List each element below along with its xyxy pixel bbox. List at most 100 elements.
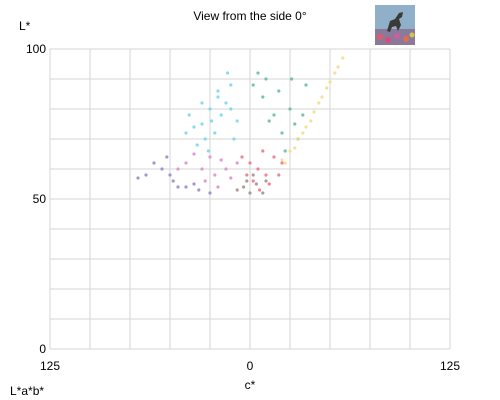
x-tick-label: 0	[247, 359, 254, 373]
data-point	[192, 125, 196, 129]
data-point	[203, 179, 207, 183]
data-point	[229, 83, 233, 87]
data-point	[224, 167, 228, 171]
data-point	[254, 182, 258, 186]
data-point	[288, 149, 292, 153]
data-point	[245, 173, 249, 177]
data-point	[261, 191, 265, 195]
data-point	[264, 179, 268, 183]
data-point	[219, 113, 223, 117]
data-point	[216, 95, 220, 99]
data-point	[203, 137, 207, 141]
data-point	[242, 185, 246, 189]
data-point	[160, 167, 164, 171]
data-point	[264, 173, 268, 177]
data-point	[256, 167, 260, 171]
data-point	[144, 173, 148, 177]
data-point	[301, 113, 305, 117]
data-point	[226, 71, 230, 75]
data-point	[248, 191, 252, 195]
data-point	[288, 107, 292, 111]
data-point	[296, 137, 300, 141]
data-point	[165, 155, 169, 159]
data-point	[168, 173, 172, 177]
data-point	[235, 188, 239, 192]
chart-title: View from the side 0°	[193, 9, 307, 23]
data-point	[328, 80, 332, 84]
x-axis-label: c*	[244, 378, 256, 392]
data-point	[325, 86, 329, 90]
data-point	[213, 173, 217, 177]
data-point	[251, 173, 255, 177]
data-point	[280, 131, 284, 135]
data-point	[219, 158, 223, 162]
data-point	[304, 83, 308, 87]
data-point	[195, 143, 199, 147]
data-point	[216, 185, 220, 189]
data-point	[336, 65, 340, 69]
data-point	[261, 149, 265, 153]
data-point	[267, 119, 271, 123]
x-tick-label: 125	[440, 359, 460, 373]
y-tick-label: 50	[33, 192, 47, 206]
data-point	[213, 131, 217, 135]
data-point	[251, 179, 255, 183]
data-point	[264, 77, 268, 81]
data-point	[240, 155, 244, 159]
data-point	[245, 179, 249, 183]
data-point	[187, 113, 191, 117]
data-point	[283, 149, 287, 153]
data-point	[192, 152, 196, 156]
data-point	[317, 101, 321, 105]
data-point	[277, 173, 281, 177]
y-tick-label: 100	[26, 42, 46, 56]
data-point	[224, 101, 228, 105]
data-point	[290, 77, 294, 81]
data-point	[261, 95, 265, 99]
data-point	[301, 131, 305, 135]
data-point	[176, 185, 180, 189]
data-point	[280, 161, 284, 165]
color-space-label: L*a*b*	[10, 384, 45, 398]
source-image-thumbnail[interactable]	[375, 5, 415, 45]
data-point	[208, 155, 212, 159]
data-point	[197, 188, 201, 192]
data-point	[272, 113, 276, 117]
data-point	[293, 122, 297, 126]
data-point	[206, 149, 210, 153]
data-point	[248, 161, 252, 165]
data-point	[258, 188, 262, 192]
y-tick-label: 0	[39, 342, 46, 356]
data-point	[309, 119, 313, 123]
data-point	[200, 122, 204, 126]
data-point	[341, 56, 345, 60]
data-point	[277, 89, 281, 93]
data-point	[152, 161, 156, 165]
data-point	[184, 161, 188, 165]
data-point	[176, 167, 180, 171]
data-point	[320, 95, 324, 99]
data-point	[208, 191, 212, 195]
data-point	[232, 137, 236, 141]
data-point	[200, 167, 204, 171]
data-point	[184, 131, 188, 135]
data-point	[171, 179, 175, 183]
data-point	[333, 71, 337, 75]
data-point	[229, 176, 233, 180]
y-axis-label: L*	[19, 19, 31, 33]
data-point	[210, 119, 214, 123]
data-point	[136, 176, 140, 180]
data-point	[184, 185, 188, 189]
data-point	[267, 182, 271, 186]
data-point	[283, 161, 287, 165]
data-point	[293, 146, 297, 150]
data-point	[200, 101, 204, 105]
data-point	[235, 119, 239, 123]
data-point	[216, 89, 220, 93]
data-point	[304, 125, 308, 129]
data-point	[272, 155, 276, 159]
data-point	[235, 161, 239, 165]
data-point	[280, 158, 284, 162]
data-point	[208, 107, 212, 111]
